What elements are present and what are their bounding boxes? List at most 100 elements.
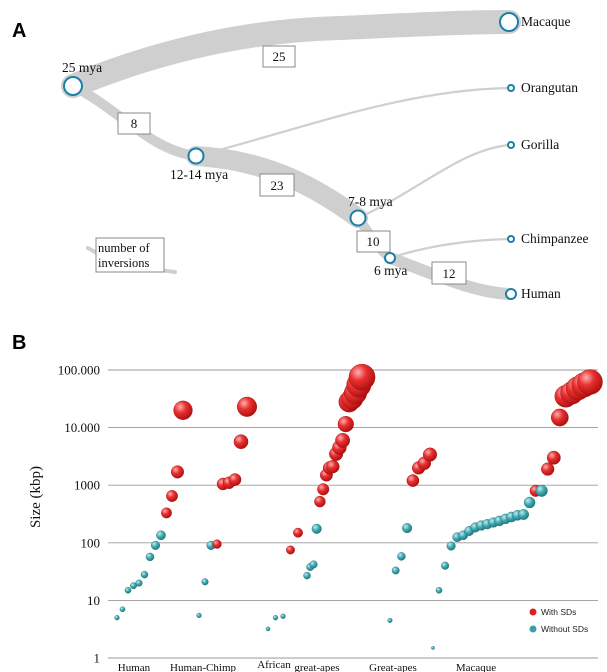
- point-with-sds: [236, 396, 257, 417]
- point-without-sds: [535, 484, 548, 497]
- point-without-sds: [397, 552, 406, 561]
- node-label-african: 7-8 mya: [348, 194, 393, 209]
- inversion-count-root: 8: [131, 116, 138, 131]
- panel-b: B Size (kbp) 100.000 10.000 1000 100 10 1 Hum…: [12, 332, 603, 672]
- point-with-sds: [170, 465, 184, 479]
- point-with-sds: [212, 539, 222, 549]
- point-without-sds: [523, 496, 536, 509]
- legend: With SDs Without SDs: [529, 607, 588, 634]
- branch-gorilla: [356, 143, 511, 220]
- species-label-gorilla: Gorilla: [521, 137, 559, 152]
- point-without-sds: [135, 579, 143, 587]
- y-tick-label: 100.000: [58, 363, 100, 378]
- point-without-sds: [391, 566, 400, 575]
- inversion-box-human: 12: [431, 261, 467, 285]
- point-with-sds: [348, 363, 376, 391]
- inversion-box-macaque: 25: [262, 45, 296, 68]
- point-with-sds: [161, 507, 172, 519]
- point-with-sds: [335, 432, 350, 448]
- point-without-sds: [272, 615, 279, 621]
- point-without-sds: [145, 552, 155, 562]
- y-tick-label: 10: [87, 593, 100, 608]
- branch-orangutan: [194, 86, 511, 158]
- branch-chimpanzee: [388, 237, 511, 260]
- node-label-human-chimp: 6 mya: [374, 263, 407, 278]
- point-with-sds: [286, 545, 295, 555]
- data-points: [114, 363, 603, 650]
- point-without-sds: [435, 587, 443, 594]
- point-with-sds: [546, 450, 561, 465]
- point-with-sds: [577, 369, 603, 395]
- point-with-sds: [423, 447, 438, 462]
- key-label: number of inversions: [98, 241, 153, 270]
- x-category-label: great-apes: [294, 662, 339, 672]
- point-with-sds: [541, 462, 555, 476]
- inversion-box-root: 8: [117, 112, 151, 135]
- leaf-orangutan: [507, 84, 515, 92]
- point-with-sds: [337, 416, 354, 433]
- key-box: number of inversions: [95, 237, 165, 273]
- point-without-sds: [280, 613, 286, 619]
- x-category-labels: Human Human-Chimp African great-apes Great-a…: [118, 659, 496, 672]
- legend-label-with-sds: With SDs: [541, 607, 576, 617]
- point-without-sds: [311, 523, 322, 534]
- point-without-sds: [518, 509, 529, 520]
- point-with-sds: [317, 483, 330, 496]
- branch-macaque: [61, 10, 521, 98]
- point-with-sds: [228, 473, 242, 486]
- species-label-human: Human: [521, 286, 561, 301]
- key-label-line-2: inversions: [98, 256, 150, 270]
- node-great-apes: [187, 147, 205, 165]
- point-without-sds: [387, 617, 393, 623]
- species-label-chimpanzee: Chimpanzee: [521, 231, 588, 246]
- point-without-sds: [140, 570, 149, 579]
- species-label-orangutan: Orangutan: [521, 80, 578, 95]
- point-with-sds: [293, 527, 303, 538]
- point-without-sds: [402, 523, 413, 534]
- point-without-sds: [196, 612, 202, 619]
- x-category-label: African: [257, 659, 291, 671]
- node-root: [63, 76, 83, 96]
- point-without-sds: [114, 615, 120, 621]
- y-tick-label: 100: [81, 535, 101, 550]
- leaf-human: [505, 288, 517, 300]
- node-human-chimp: [384, 252, 396, 264]
- x-category-label: Great-apes: [369, 662, 417, 672]
- point-without-sds: [309, 560, 318, 569]
- y-axis-title: Size (kbp): [28, 466, 44, 528]
- x-category-label: Macaque: [456, 662, 496, 672]
- point-with-sds: [173, 400, 193, 420]
- node-label-great-apes: 12-14 mya: [170, 167, 228, 182]
- panel-a: A 25 mya 12-14 mya 7-8 m: [12, 10, 588, 301]
- point-with-sds: [314, 495, 326, 508]
- point-without-sds: [265, 626, 271, 632]
- legend-label-without-sds: Without SDs: [541, 624, 588, 634]
- inversion-count-macaque: 25: [273, 49, 286, 64]
- leaf-gorilla: [507, 141, 515, 149]
- leaf-chimpanzee: [507, 235, 515, 243]
- inversion-count-african: 10: [367, 234, 380, 249]
- point-without-sds: [201, 578, 209, 586]
- point-with-sds: [233, 434, 249, 450]
- x-category-label: Human-Chimp: [170, 662, 236, 672]
- node-african: [349, 209, 367, 227]
- node-label-root: 25 mya: [62, 60, 102, 75]
- point-without-sds: [446, 541, 456, 551]
- panel-a-letter: A: [12, 20, 26, 42]
- point-with-sds: [551, 408, 569, 427]
- y-tick-label: 1: [94, 651, 101, 666]
- point-without-sds: [431, 646, 435, 650]
- inversion-count-human: 12: [443, 266, 456, 281]
- y-tick-label: 10.000: [64, 420, 100, 435]
- point-without-sds: [303, 571, 311, 580]
- key-label-line-1: number of: [98, 241, 151, 255]
- inversion-count-great-apes: 23: [271, 178, 284, 193]
- point-without-sds: [156, 530, 166, 541]
- point-without-sds: [441, 561, 450, 570]
- x-category-label: Human: [118, 662, 151, 672]
- y-tick-labels: 100.000 10.000 1000 100 10 1: [58, 363, 100, 666]
- y-tick-label: 1000: [74, 478, 100, 493]
- point-with-sds: [406, 474, 420, 487]
- species-label-macaque: Macaque: [521, 14, 570, 29]
